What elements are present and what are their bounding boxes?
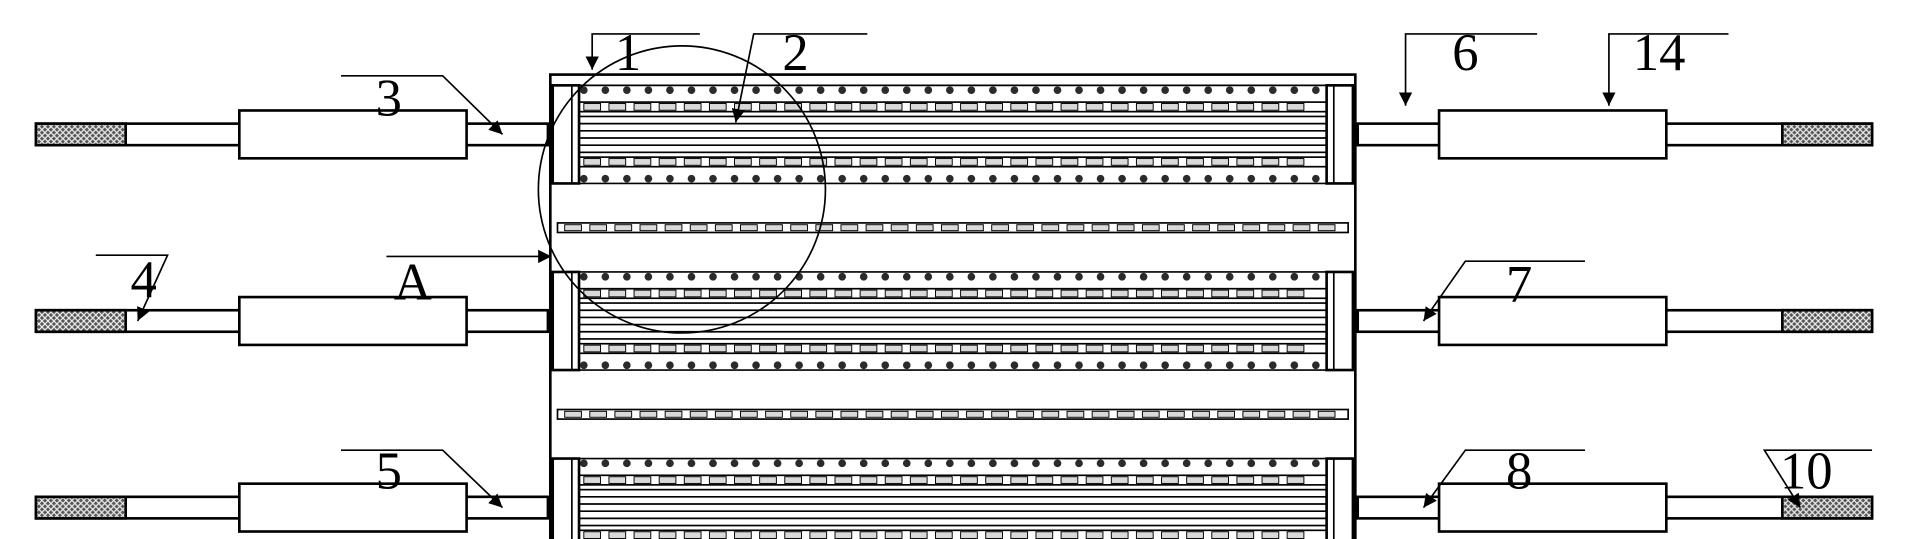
label-6: 6 [1452,24,1478,82]
label-2: 2 [782,24,808,82]
leader-1 [592,34,700,70]
label-4: 4 [130,251,156,309]
label-5: 5 [376,443,402,501]
label-10: 10 [1780,443,1833,501]
label-3: 3 [376,69,402,127]
diagram-canvas: 1 2 3 4 5 6 7 8 10 14 A [0,0,1920,539]
label-14: 14 [1633,24,1686,82]
label-A: A [394,254,432,312]
label-7: 7 [1506,256,1532,314]
label-8: 8 [1506,443,1532,501]
label-1: 1 [615,24,641,82]
